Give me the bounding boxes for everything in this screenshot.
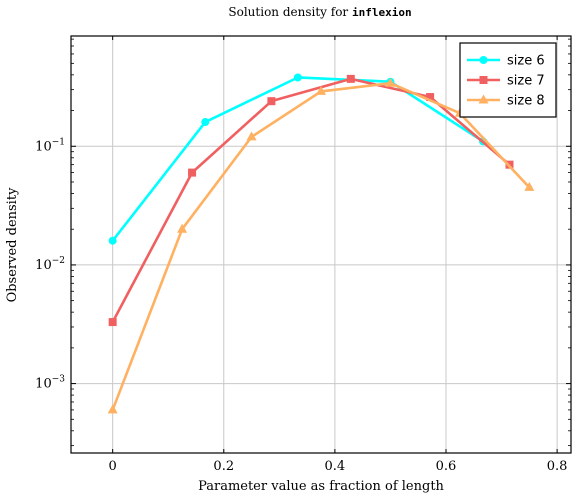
data-point (108, 236, 117, 245)
legend-label: size 7 (507, 74, 545, 89)
legend-item: size 8 (467, 94, 545, 109)
data-point (108, 318, 117, 327)
x-tick-label: 0.6 (436, 459, 457, 474)
chart-title: Solution density for inflexion (228, 5, 411, 19)
y-tick-label-exponent: −1 (52, 137, 65, 147)
x-tick-label: 0.2 (213, 459, 234, 474)
legend-label: size 6 (507, 54, 545, 69)
plot-frame (70, 35, 572, 454)
series-size-6 (108, 73, 488, 245)
data-point (267, 97, 276, 106)
x-tick-label: 0.4 (325, 459, 346, 474)
legend-item: size 6 (467, 54, 545, 69)
x-tick-label: 0.8 (547, 459, 568, 474)
data-point (293, 73, 302, 82)
series-layer (107, 73, 535, 414)
y-tick-label: 10−3 (35, 375, 65, 392)
series-size-7 (108, 74, 514, 327)
data-point (188, 168, 197, 177)
data-point (177, 223, 188, 233)
y-tick-label: 10−2 (35, 256, 65, 273)
data-point (426, 93, 435, 102)
legend-item: size 7 (467, 74, 545, 89)
y-tick-label-exponent: −2 (52, 256, 65, 266)
data-point (385, 77, 396, 87)
legend-label: size 8 (507, 94, 545, 109)
data-point (201, 118, 210, 127)
data-point (246, 131, 257, 141)
y-tick-label-exponent: −3 (52, 375, 66, 385)
ticks: 0 0.2 0.4 0.6 0.810−310−210−1 (35, 36, 571, 474)
chart-title-code: inflexion (352, 6, 412, 19)
x-axis-label: Parameter value as fraction of length (198, 479, 444, 494)
y-tick-label-base: 10 (35, 377, 52, 392)
data-point (524, 181, 535, 191)
legend: size 6 size 7 size 8 (459, 42, 557, 118)
y-tick-label-base: 10 (35, 258, 52, 273)
chart-title-prefix: Solution density for (228, 5, 352, 19)
x-tick-label: 0 (109, 459, 117, 474)
legend-swatch-marker (479, 76, 488, 84)
y-axis-label: Observed density (5, 187, 20, 302)
series-size-8 (107, 77, 535, 414)
series-line (111, 77, 511, 323)
legend-swatch-marker (478, 94, 489, 104)
y-tick-label-base: 10 (35, 139, 52, 154)
data-point (316, 85, 326, 95)
data-point (346, 74, 355, 83)
grid (71, 36, 571, 453)
y-tick-label: 10−1 (35, 137, 65, 154)
data-point (107, 404, 118, 414)
legend-swatch-marker (479, 56, 488, 64)
